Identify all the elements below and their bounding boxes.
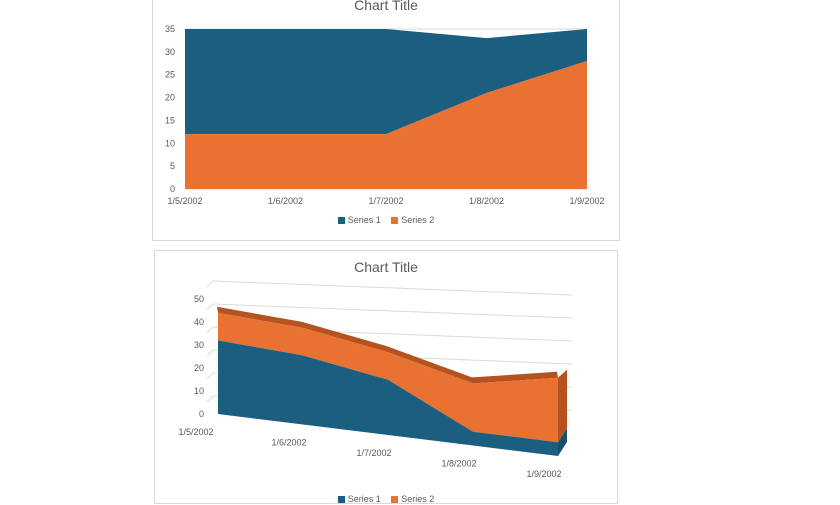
y-tick-label: 15 xyxy=(165,115,175,125)
area-chart-3d[interactable]: Chart Title 0 10 20 30 40 50 1/5/2002 1/6/2002 1… xyxy=(154,250,618,504)
legend-item-series-1[interactable]: Series 1 xyxy=(337,494,381,504)
gridline-floor xyxy=(206,280,214,288)
chart-title: Chart Title xyxy=(354,0,418,13)
area-chart-2d[interactable]: Chart Title 0 5 10 15 20 25 30 35 1/5/2002 1/6/20… xyxy=(152,0,620,241)
x-tick-label: 1/5/2002 xyxy=(178,427,213,437)
y-tick-label: 10 xyxy=(165,138,175,148)
y-tick-label: 30 xyxy=(194,340,204,350)
gridline-floor xyxy=(206,349,214,357)
x-tick-label: 1/8/2002 xyxy=(469,196,504,206)
area-chart-3d-plot: 0 10 20 30 40 50 1/5/2002 1/6/2002 1/7/2002 1/8/2… xyxy=(178,280,573,479)
area-series-1 xyxy=(185,29,587,135)
area-series-2 xyxy=(218,312,558,443)
legend-item-series-2[interactable]: Series 2 xyxy=(391,494,434,504)
y-tick-label: 25 xyxy=(165,70,175,80)
x-tick-label: 1/9/2002 xyxy=(526,469,561,479)
y-tick-label: 35 xyxy=(165,24,175,34)
area-chart-2d-plot: 0 5 10 15 20 25 30 35 1/5/2002 1/6/2002 1/7/2002 1/… xyxy=(165,24,605,206)
y-tick-label: 20 xyxy=(165,93,175,103)
gridline-floor xyxy=(206,303,214,311)
gridline-floor xyxy=(206,372,214,380)
legend-label-series-1: Series 1 xyxy=(347,215,381,225)
x-tick-label: 1/7/2002 xyxy=(368,196,403,206)
legend: Series 1 Series 2 xyxy=(153,215,619,226)
x-tick-label: 1/6/2002 xyxy=(271,438,306,448)
y-tick-label: 0 xyxy=(199,409,204,419)
legend-swatch-series-2 xyxy=(391,495,399,503)
x-tick-label: 1/6/2002 xyxy=(268,196,303,206)
area-series-2-top-face xyxy=(217,306,558,384)
legend-label-series-2: Series 2 xyxy=(401,494,435,504)
y-tick-label: 5 xyxy=(170,161,175,171)
legend-item-series-2[interactable]: Series 2 xyxy=(391,215,434,225)
legend-swatch-series-2 xyxy=(391,216,399,224)
legend: Series 1 Series 2 xyxy=(155,494,617,505)
y-tick-label: 30 xyxy=(165,47,175,57)
y-tick-label: 50 xyxy=(194,294,204,304)
x-tick-label: 1/8/2002 xyxy=(441,459,476,469)
y-tick-label: 40 xyxy=(194,317,204,327)
y-tick-label: 20 xyxy=(194,363,204,373)
gridline xyxy=(212,303,573,319)
legend-swatch-series-1 xyxy=(337,495,345,503)
x-tick-label: 1/5/2002 xyxy=(167,196,202,206)
gridline xyxy=(212,280,573,296)
gridline-floor xyxy=(206,326,214,334)
chart-title: Chart Title xyxy=(354,259,418,275)
x-tick-label: 1/9/2002 xyxy=(569,196,604,206)
area-series-2-side-face xyxy=(558,369,567,443)
legend-label-series-2: Series 2 xyxy=(401,215,435,225)
legend-item-series-1[interactable]: Series 1 xyxy=(337,215,381,225)
y-tick-label: 0 xyxy=(170,184,175,194)
legend-label-series-1: Series 1 xyxy=(347,494,381,504)
area-series-2 xyxy=(185,61,587,189)
legend-swatch-series-1 xyxy=(337,216,345,224)
x-tick-label: 1/7/2002 xyxy=(356,448,391,458)
area-series-1-side-face xyxy=(558,428,567,456)
area-series-1 xyxy=(218,340,558,456)
gridline-floor xyxy=(206,395,214,403)
y-tick-label: 10 xyxy=(194,386,204,396)
